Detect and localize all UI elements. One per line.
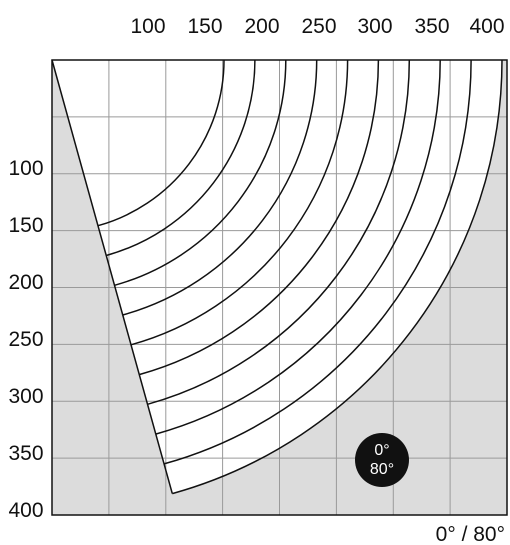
x-tick-250: 250	[301, 15, 336, 38]
y-tick-100: 100	[8, 157, 43, 180]
distance-arc	[172, 59, 503, 495]
fan-left-edge	[51, 59, 174, 494]
light-fan-area	[52, 60, 502, 494]
distance-arc	[147, 59, 411, 406]
distance-arc	[130, 59, 349, 346]
distance-arc	[105, 59, 256, 257]
y-tick-350: 350	[8, 442, 43, 465]
distance-arc	[114, 59, 287, 287]
y-tick-200: 200	[8, 271, 43, 294]
angle-badge-line2: 80°	[370, 461, 394, 478]
x-tick-150: 150	[187, 15, 222, 38]
x-tick-200: 200	[244, 15, 279, 38]
angle-badge-line1: 0°	[374, 442, 389, 459]
grid-lines	[52, 60, 507, 515]
angle-badge: 0° 80°	[355, 433, 409, 487]
y-tick-150: 150	[8, 214, 43, 237]
x-tick-350: 350	[414, 15, 449, 38]
distance-arc	[155, 59, 441, 435]
y-axis-tick-labels: 100 150 200 250 300 350 400	[8, 157, 43, 522]
distance-arc	[122, 59, 318, 316]
y-tick-300: 300	[8, 385, 43, 408]
distance-arc	[163, 59, 472, 465]
angle-badge-circle	[355, 433, 409, 487]
distance-arcs	[97, 59, 503, 495]
plot-frame-border	[51, 59, 508, 516]
distance-arc	[138, 59, 380, 376]
angle-corner-label: 0° / 80°	[436, 523, 505, 545]
fan-edges	[51, 59, 174, 494]
x-axis-tick-labels: 100 150 200 250 300 350 400	[130, 15, 504, 38]
x-tick-400: 400	[469, 15, 504, 38]
x-tick-300: 300	[357, 15, 392, 38]
y-tick-400: 400	[8, 499, 43, 522]
x-tick-100: 100	[130, 15, 165, 38]
fan-fill	[52, 60, 502, 494]
y-tick-250: 250	[8, 328, 43, 351]
distance-arc	[97, 59, 225, 227]
